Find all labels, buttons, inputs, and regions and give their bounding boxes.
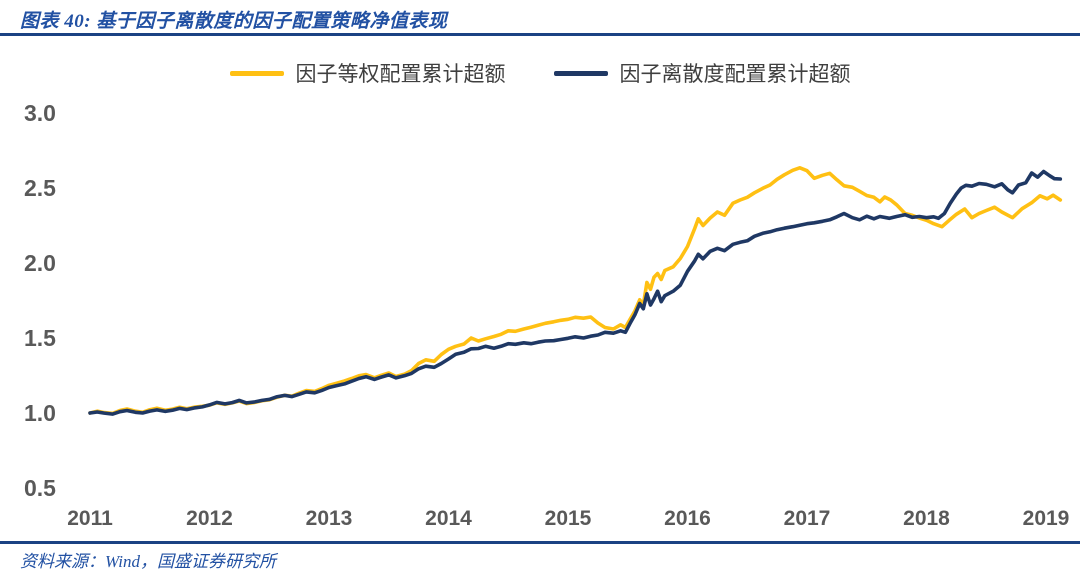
x-axis-tick-label: 2017: [783, 507, 831, 530]
x-axis-tick-label: 2018: [903, 507, 950, 530]
legend-item-dispersion: 因子离散度配置累计超额: [553, 58, 851, 88]
series-line-equal-weight: [88, 166, 1063, 416]
y-axis-tick-label: 0.5: [24, 475, 56, 501]
x-axis-tick-label: 2015: [544, 507, 592, 530]
chart-title: 图表 40: 基于因子离散度的因子配置策略净值表现: [20, 11, 448, 32]
legend-item-equal-weight: 因子等权配置累计超额: [229, 58, 506, 88]
x-axis-tick-label: 2013: [305, 507, 353, 530]
legend-label: 因子等权配置累计超额: [295, 62, 506, 86]
y-axis-tick-label: 1.5: [24, 325, 56, 351]
y-axis-tick-label: 2.5: [24, 175, 56, 201]
y-axis-tick-label: 3.0: [24, 100, 56, 126]
legend-label: 因子离散度配置累计超额: [619, 62, 851, 86]
y-axis-tick-label: 2.0: [24, 250, 56, 276]
chart-legend: 因子等权配置累计超额 因子离散度配置累计超额: [0, 58, 1080, 88]
title-divider-line: [0, 33, 1080, 36]
x-axis-tick-label: 2016: [664, 507, 711, 530]
x-axis-tick-label: 2012: [186, 507, 233, 530]
legend-line-swatch-equal-weight: [229, 70, 284, 76]
legend-line-swatch-dispersion: [553, 70, 608, 76]
series-line-dispersion: [88, 169, 1063, 416]
x-axis-tick-label: 2014: [425, 507, 472, 530]
footer-divider-line: [0, 541, 1080, 544]
x-axis-tick-label: 2019: [1022, 507, 1070, 530]
data-source-note: 资料来源：Wind，国盛证券研究所: [20, 552, 276, 571]
y-axis-tick-label: 1.0: [24, 400, 56, 426]
x-axis-tick-label: 2011: [67, 507, 113, 530]
